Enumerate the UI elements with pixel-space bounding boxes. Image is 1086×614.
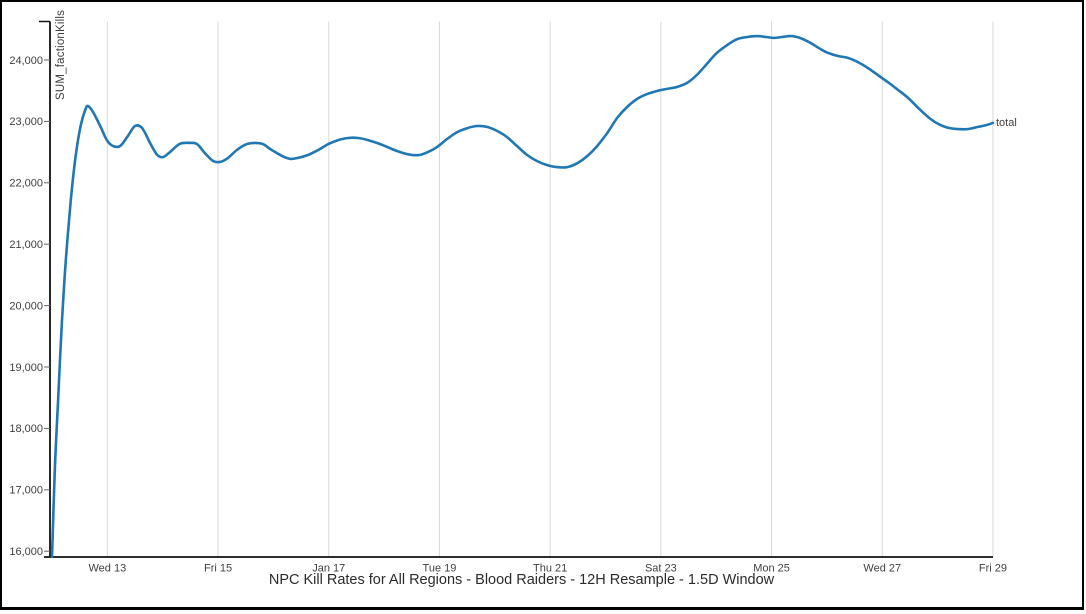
x-tick-label: Fri 29 — [979, 563, 1007, 575]
x-tick-label: Wed 13 — [88, 563, 126, 575]
chart-title: NPC Kill Rates for All Regions - Blood R… — [268, 572, 775, 588]
x-tick-label: Thu 21 — [533, 563, 567, 575]
x-tick-label: Wed 27 — [863, 563, 901, 575]
x-tick-label: Mon 25 — [753, 563, 790, 575]
y-tick-label: 20,000 — [9, 300, 43, 312]
y-tick-label: 24,000 — [9, 55, 43, 67]
y-tick-label: 23,000 — [9, 116, 43, 128]
y-axis-title: SUM_factionKills — [55, 9, 67, 100]
y-tick-label: 22,000 — [9, 178, 43, 190]
series-line-total — [50, 34, 995, 559]
x-tick-label: Fri 15 — [204, 563, 232, 575]
y-tick-label: 18,000 — [9, 423, 43, 435]
x-tick-label: Jan 17 — [312, 563, 345, 575]
x-tick-label: Tue 19 — [423, 563, 457, 575]
y-tick-label: 16,000 — [9, 546, 43, 558]
x-tick-label: Sat 23 — [645, 563, 677, 575]
y-tick-label: 21,000 — [9, 239, 43, 251]
y-tick-label: 19,000 — [9, 362, 43, 374]
y-tick-label: 17,000 — [9, 485, 43, 497]
series-label-total: total — [996, 117, 1017, 129]
